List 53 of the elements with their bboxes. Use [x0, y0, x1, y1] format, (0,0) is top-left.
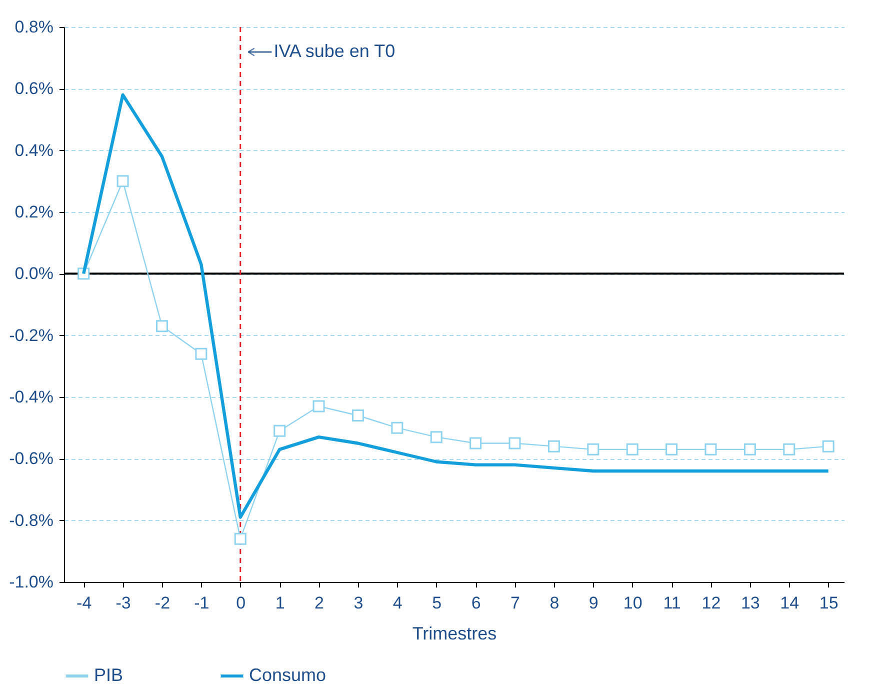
x-tick-label: 15 [819, 594, 838, 612]
y-tick-label: -0.6% [9, 449, 54, 468]
x-tick-label: -1 [194, 594, 210, 612]
point [274, 424, 286, 437]
point [587, 443, 600, 456]
y-tick-label: 0.0% [14, 264, 54, 284]
x-tick-label: 12 [702, 594, 721, 612]
x-axis-title: Trimestres [412, 624, 497, 644]
point [666, 443, 678, 456]
x-tick-label: 2 [314, 594, 324, 612]
y-tick-label: 0.6% [14, 79, 54, 98]
point [783, 443, 796, 456]
point [234, 532, 246, 545]
point [195, 348, 208, 360]
x-tick-label: 6 [471, 594, 481, 612]
point [822, 440, 834, 452]
point [312, 400, 325, 412]
point [626, 443, 638, 456]
point [704, 443, 717, 456]
x-tick-label: 11 [663, 594, 681, 612]
y-tick-label: 0.4% [14, 140, 54, 160]
y-tick-label: -0.4% [9, 388, 54, 406]
y-tick-label: -0.2% [9, 326, 54, 345]
point [430, 431, 442, 444]
ref-line-label: IVA sube en T0 [274, 40, 396, 61]
y-tick-label: 0.8% [14, 18, 54, 36]
legend-label: PIB [94, 665, 124, 685]
x-tick-label: 0 [236, 594, 246, 612]
x-tick-label: 14 [780, 594, 800, 612]
x-tick-label: -2 [154, 594, 170, 612]
x-tick-label: 3 [354, 594, 364, 612]
x-tick-label: 8 [550, 594, 560, 612]
y-tick-label: 0.2% [14, 202, 54, 222]
x-tick-label: 4 [392, 594, 402, 612]
point [744, 443, 756, 456]
point [470, 437, 482, 450]
x-tick-label: -4 [76, 594, 92, 612]
point [548, 440, 560, 452]
legend-label: Consumo [249, 665, 326, 685]
y-tick-label: -0.8% [9, 510, 54, 530]
point [116, 175, 129, 188]
x-tick-label: 13 [740, 594, 760, 612]
x-tick-label: 5 [432, 594, 442, 612]
y-tick-label: -1.0% [9, 572, 54, 592]
point [508, 437, 521, 450]
x-tick-label: 1 [275, 594, 285, 612]
point [352, 410, 364, 422]
x-tick-label: 9 [588, 594, 598, 612]
x-tick-label: 7 [510, 594, 520, 612]
point [391, 422, 404, 434]
x-tick-label: -3 [116, 594, 131, 612]
point [156, 320, 168, 332]
x-tick-label: 10 [623, 594, 642, 612]
